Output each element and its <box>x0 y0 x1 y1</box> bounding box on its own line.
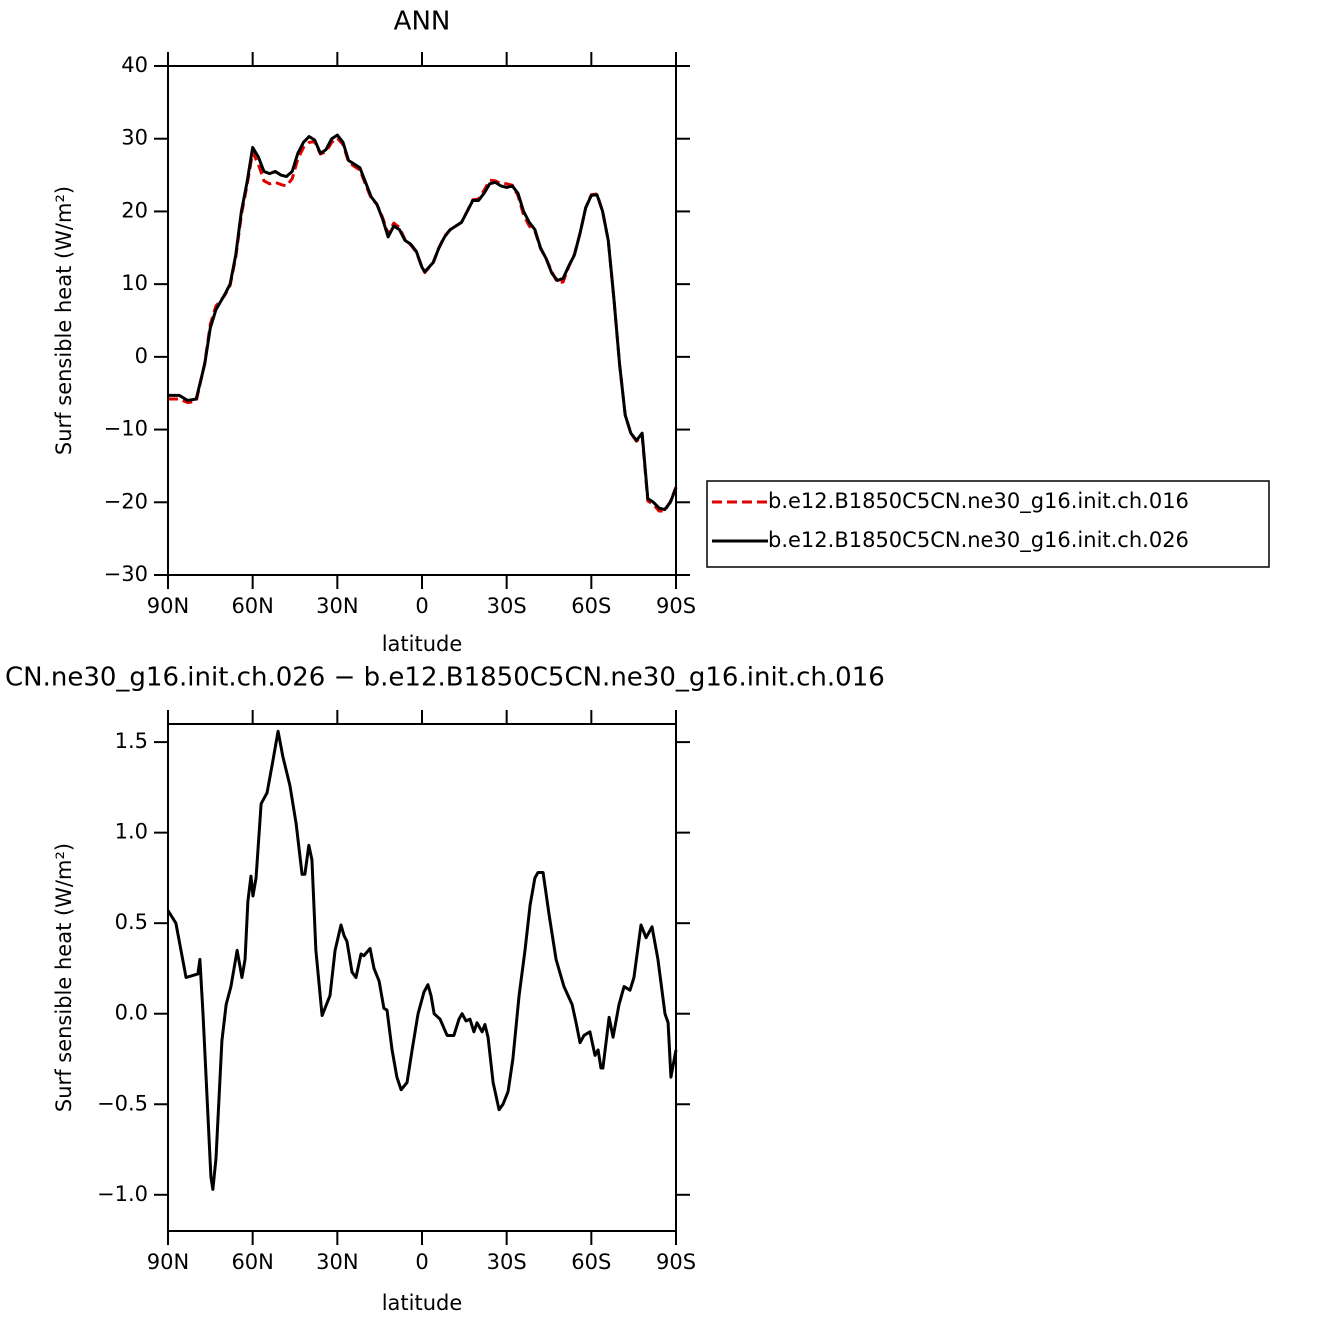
y-tick-label: 1.5 <box>115 729 148 753</box>
x-tick-label: 60N <box>231 1250 273 1274</box>
y-tick-label: −10 <box>104 417 148 441</box>
x-tick-label: 90S <box>656 1250 696 1274</box>
plot-frame <box>167 723 677 1232</box>
y-tick-label: 0.5 <box>115 910 148 934</box>
x-tick-label: 30S <box>487 594 527 618</box>
x-tick-label: 60N <box>231 594 273 618</box>
chart-title: ANN <box>394 7 451 37</box>
data-line <box>168 133 678 512</box>
x-tick-label: 90N <box>147 594 189 618</box>
chart-title: CN.ne30_g16.init.ch.026 − b.e12.B1850C5C… <box>5 663 885 693</box>
y-tick-label: −20 <box>104 489 148 513</box>
data-line <box>166 729 678 1191</box>
x-tick-label: 0 <box>415 594 428 618</box>
x-tick-label: 60S <box>571 594 611 618</box>
y-axis-label: Surf sensible heat (W/m²) <box>52 186 76 455</box>
y-tick-label: −30 <box>104 562 148 586</box>
y-tick-label: −0.5 <box>97 1091 148 1115</box>
y-tick-label: 0.0 <box>115 1001 148 1025</box>
x-tick-label: 30N <box>316 594 358 618</box>
y-axis-label: Surf sensible heat (W/m²) <box>52 843 76 1112</box>
x-axis-label: latitude <box>382 1291 463 1315</box>
y-tick-label: 20 <box>121 198 148 222</box>
y-tick-label: 0 <box>135 344 148 368</box>
x-tick-label: 60S <box>571 1250 611 1274</box>
y-tick-label: 10 <box>121 271 148 295</box>
x-axis-label: latitude <box>382 632 463 656</box>
x-tick-label: 90N <box>147 1250 189 1274</box>
plot-frame <box>167 65 677 576</box>
y-tick-label: 1.0 <box>115 820 148 844</box>
legend-label: b.e12.B1850C5CN.ne30_g16.init.ch.026 <box>768 528 1189 553</box>
y-tick-label: 30 <box>121 126 148 150</box>
x-tick-label: 30N <box>316 1250 358 1274</box>
x-tick-label: 0 <box>415 1250 428 1274</box>
x-tick-label: 90S <box>656 594 696 618</box>
legend-label: b.e12.B1850C5CN.ne30_g16.init.ch.016 <box>768 489 1189 514</box>
y-tick-label: 40 <box>121 53 148 77</box>
x-tick-label: 30S <box>487 1250 527 1274</box>
legend-box <box>706 480 1270 568</box>
y-tick-label: −1.0 <box>97 1182 148 1206</box>
